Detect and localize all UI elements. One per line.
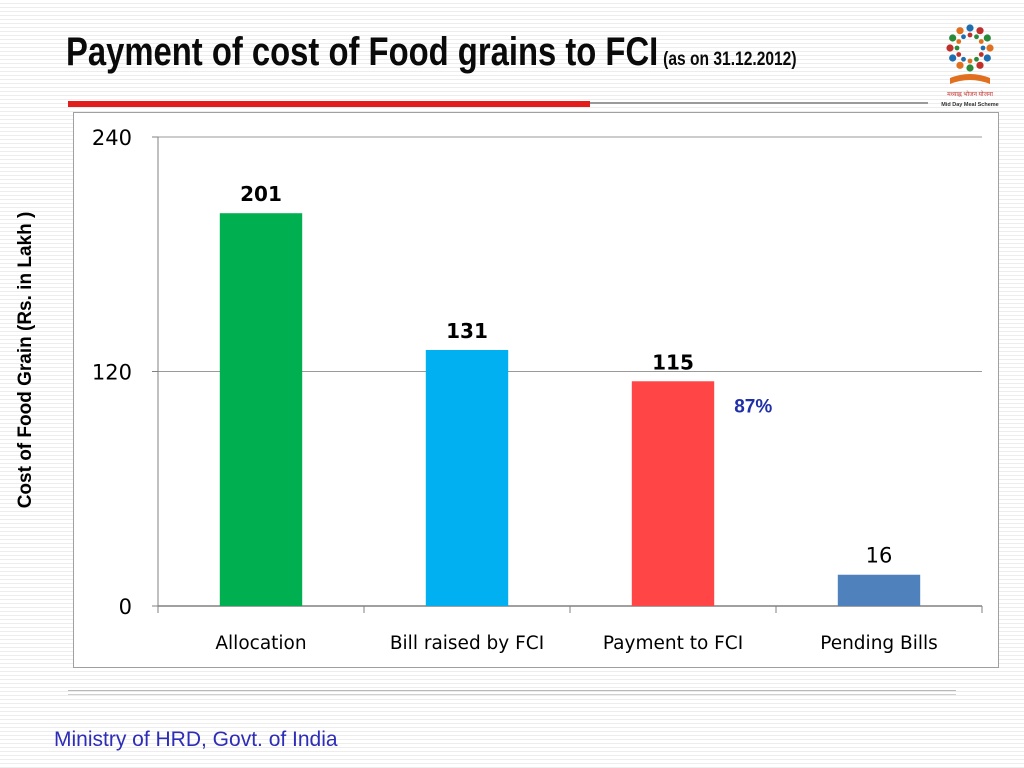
bar-bill-raised-by-fci bbox=[425, 350, 509, 606]
y-axis-label: Cost of Food Grain (Rs. in Lakh ) bbox=[15, 211, 36, 509]
mid-day-meal-logo-icon: मध्याह्न भोजन योजना Mid Day Meal Scheme bbox=[941, 24, 999, 108]
y-tick-label: 120 bbox=[92, 361, 132, 385]
x-tick-label: Allocation bbox=[215, 633, 306, 654]
data-label: 201 bbox=[240, 182, 282, 206]
bar-payment-to-fci bbox=[631, 381, 715, 606]
y-tick-label: 0 bbox=[119, 595, 132, 619]
bar-pending-bills bbox=[837, 574, 921, 606]
title-rule-gray bbox=[590, 102, 928, 104]
y-tick-label: 240 bbox=[92, 126, 132, 150]
page-title: Payment of cost of Food grains to FCI (as… bbox=[66, 30, 797, 75]
bar-allocation bbox=[219, 213, 303, 606]
title-rule-red bbox=[68, 101, 590, 107]
chart-frame: 0 120 240 201 Allocation 131 Bill raised by FC… bbox=[73, 112, 999, 668]
data-label: 16 bbox=[866, 544, 893, 568]
title-main: Payment of cost of Food grains to FCI bbox=[66, 30, 659, 74]
data-label: 115 bbox=[652, 350, 694, 374]
x-tick-label: Payment to FCI bbox=[603, 633, 743, 654]
x-tick-label: Pending Bills bbox=[820, 633, 938, 654]
footer-divider bbox=[68, 690, 956, 691]
footer-text: Ministry of HRD, Govt. of India bbox=[54, 728, 338, 751]
data-label: 131 bbox=[446, 319, 488, 343]
annotation-label: 87% bbox=[734, 396, 772, 417]
footer-divider-secondary bbox=[68, 694, 956, 695]
logo-text: Mid Day Meal Scheme bbox=[941, 102, 998, 108]
bar-chart: 0 120 240 201 Allocation 131 Bill raised by FC… bbox=[92, 126, 983, 654]
svg-text:मध्याह्न भोजन योजना: मध्याह्न भोजन योजना bbox=[947, 90, 993, 98]
title-subtitle: (as on 31.12.2012) bbox=[663, 49, 797, 70]
x-tick-label: Bill raised by FCI bbox=[390, 633, 544, 654]
